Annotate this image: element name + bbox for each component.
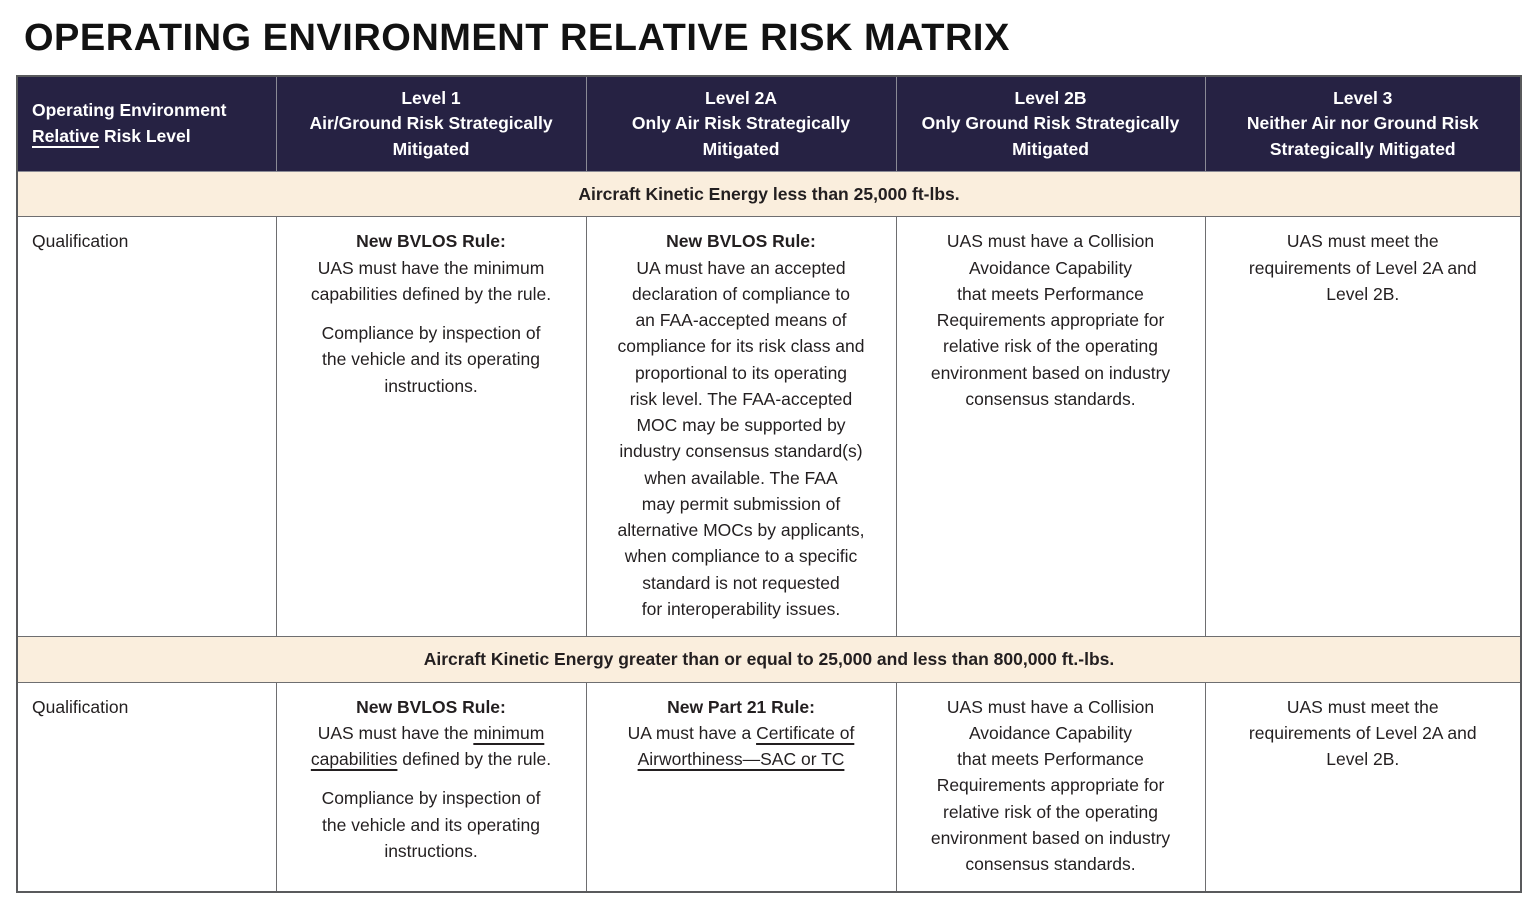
rule-text-underlined: Certificate of Airworthiness—SAC or TC — [637, 722, 855, 770]
risk-matrix-table: Operating Environment Relative Risk Level… — [16, 74, 1522, 894]
qualification-row-1: Qualification New BVLOS Rule: UAS must h… — [16, 216, 1522, 638]
rule-text-underlined: minimum capabilities — [310, 722, 545, 770]
kinetic-energy-band-row-1: Aircraft Kinetic Energy less than 25,000… — [16, 170, 1522, 218]
rule-paragraph: UAS must meet the requirements of Level … — [1248, 696, 1477, 770]
row-2-label: Qualification — [16, 681, 277, 893]
row-1-label: Qualification — [16, 216, 277, 638]
rule-paragraph: UA must have a Certificate of Airworthin… — [597, 720, 886, 773]
page-title: OPERATING ENVIRONMENT RELATIVE RISK MATR… — [24, 17, 1010, 59]
header-cell-level3: Level 3 Neither Air nor Ground Risk Stra… — [1204, 75, 1522, 172]
row-1-cell-level3: UAS must meet the requirements of Level … — [1204, 216, 1522, 638]
kinetic-energy-band-row-2: Aircraft Kinetic Energy greater than or … — [16, 636, 1522, 683]
row-2-cell-level3: UAS must meet the requirements of Level … — [1204, 681, 1522, 893]
row-2-cell-level2a: New Part 21 Rule: UA must have a Certifi… — [585, 681, 897, 893]
header-cell-level2b: Level 2B Only Ground Risk Strategically … — [895, 75, 1206, 172]
rule-paragraph: UAS must have the minimum capabilities d… — [287, 720, 576, 773]
rule-text-pre: UA must have a — [627, 722, 757, 743]
rule-paragraph: UAS must have a Collision Avoidance Capa… — [930, 231, 1171, 409]
rule-text-pre: UAS must have the — [317, 722, 474, 743]
header-op-env-rest: Risk Level — [99, 125, 191, 146]
rule-paragraph: UA must have an accepted declaration of … — [617, 257, 865, 619]
rule-heading: New Part 21 Rule: — [667, 696, 815, 717]
header-op-env-relative-underlined: Relative — [32, 125, 100, 146]
rule-heading: New BVLOS Rule: — [666, 231, 816, 252]
rule-heading: New BVLOS Rule: — [356, 231, 506, 252]
rule-text-post: defined by the rule. — [397, 749, 552, 770]
header-cell-operating-environment: Operating Environment Relative Risk Level — [16, 75, 277, 172]
rule-heading: New BVLOS Rule: — [356, 696, 506, 717]
row-1-cell-level1: New BVLOS Rule: UAS must have the minimu… — [275, 216, 587, 638]
rule-paragraph: Compliance by inspection of the vehicle … — [321, 323, 541, 396]
row-1-cell-level2b: UAS must have a Collision Avoidance Capa… — [895, 216, 1206, 638]
header-row: Operating Environment Relative Risk Level… — [16, 75, 1522, 172]
rule-paragraph: Compliance by inspection of the vehicle … — [321, 788, 541, 861]
kinetic-energy-band-2-label: Aircraft Kinetic Energy greater than or … — [16, 636, 1522, 683]
row-2-cell-level1: New BVLOS Rule: UAS must have the minimu… — [275, 681, 587, 893]
rule-paragraph: UAS must have the minimum capabilities d… — [310, 257, 552, 304]
rule-paragraph: UAS must have a Collision Avoidance Capa… — [930, 696, 1171, 875]
rule-paragraph: UAS must meet the requirements of Level … — [1248, 231, 1477, 304]
row-2-cell-level2b: UAS must have a Collision Avoidance Capa… — [895, 681, 1206, 893]
qualification-row-2: Qualification New BVLOS Rule: UAS must h… — [16, 681, 1522, 893]
header-cell-level1: Level 1 Air/Ground Risk Strategically Mi… — [275, 75, 587, 172]
header-op-env-line1: Operating Environment — [32, 100, 227, 121]
row-1-cell-level2a: New BVLOS Rule: UA must have an accepted… — [585, 216, 897, 638]
header-cell-level2a: Level 2A Only Air Risk Strategically Mit… — [585, 75, 897, 172]
kinetic-energy-band-1-label: Aircraft Kinetic Energy less than 25,000… — [16, 170, 1522, 218]
